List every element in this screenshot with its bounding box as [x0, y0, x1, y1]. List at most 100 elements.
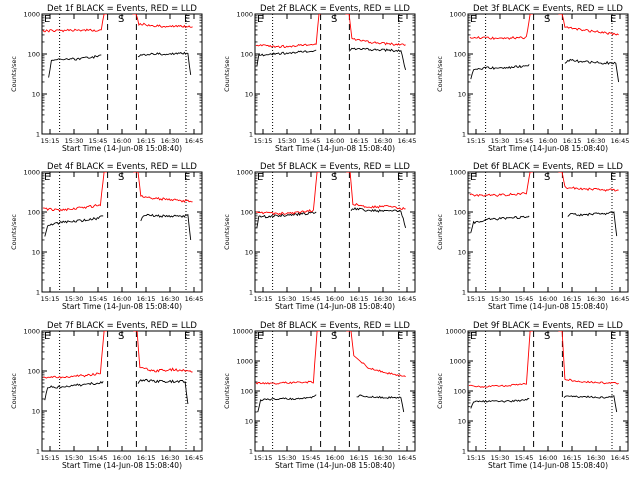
plot-frame	[41, 13, 203, 135]
lld-series-line	[469, 14, 533, 41]
y-tick-label: 1000	[449, 358, 466, 366]
events-series-line	[256, 211, 317, 228]
x-tick-label: 16:45	[398, 454, 417, 462]
lld-series-line	[133, 331, 193, 373]
x-tick-label: 16:15	[350, 295, 369, 303]
x-tick-label: 15:15	[467, 295, 486, 303]
events-series-line	[564, 58, 620, 83]
y-tick-label: 100	[454, 51, 466, 59]
y-tick-label: 1000	[23, 328, 40, 336]
x-tick-label: 15:30	[278, 137, 297, 145]
x-tick-label: 15:30	[491, 454, 510, 462]
x-tick-label: 16:00	[326, 454, 345, 462]
x-tick-label: 15:30	[65, 137, 84, 145]
x-tick-label: 16:45	[398, 295, 417, 303]
events-series-line	[470, 397, 530, 409]
events-series-line	[44, 215, 104, 237]
y-tick-label: 1	[462, 448, 466, 456]
x-tick-label: 16:30	[161, 454, 180, 462]
x-axis-label: Start Time (14-Jun-08 15:08:40)	[62, 461, 182, 470]
y-tick-label: 1	[249, 448, 253, 456]
x-tick-label: 15:15	[467, 137, 486, 145]
y-axis-label: Counts/sec	[436, 214, 444, 250]
y-tick-label: 100	[28, 209, 40, 217]
y-tick-label: 1	[36, 289, 40, 297]
events-series-line	[140, 213, 192, 241]
x-tick-label: 15:15	[467, 454, 486, 462]
x-tick-label: 15:15	[254, 295, 273, 303]
y-tick-label: 10000	[445, 328, 466, 336]
saa-marker: S	[331, 172, 337, 183]
x-tick-label: 16:45	[611, 454, 630, 462]
lld-series-line	[255, 172, 320, 216]
saa-marker: S	[118, 14, 124, 25]
x-tick-label: 16:00	[326, 137, 345, 145]
lld-series-line	[255, 331, 320, 385]
saa-marker: S	[118, 172, 124, 183]
x-tick-label: 16:15	[563, 454, 582, 462]
y-tick-label: 1	[249, 289, 253, 297]
x-tick-label: 15:45	[89, 454, 108, 462]
eclipse-marker-right: E	[184, 14, 190, 25]
panel-det-9: Det 9f BLACK = Events, RED = LLD 1 10 100 10…	[436, 321, 629, 470]
y-tick-label: 10	[32, 249, 40, 257]
x-tick-label: 15:30	[65, 295, 84, 303]
y-tick-label: 100	[241, 209, 253, 217]
x-tick-label: 16:00	[113, 137, 132, 145]
y-axis-label: Counts/sec	[436, 56, 444, 92]
panel-title: Det 6f BLACK = Events, RED = LLD	[473, 162, 623, 172]
y-tick-label: 10	[458, 249, 466, 257]
x-axis-label: Start Time (14-Jun-08 15:08:40)	[62, 302, 182, 311]
x-tick-label: 15:45	[89, 295, 108, 303]
panel-title: Det 9f BLACK = Events, RED = LLD	[473, 321, 623, 331]
panel-title: Det 2f BLACK = Events, RED = LLD	[260, 4, 410, 14]
x-tick-label: 15:45	[302, 295, 321, 303]
x-axis-label: Start Time (14-Jun-08 15:08:40)	[275, 461, 395, 470]
x-tick-label: 16:30	[374, 137, 393, 145]
panel-det-5: Det 5f BLACK = Events, RED = LLD 1 10 100 10…	[223, 162, 416, 311]
events-series-line	[563, 395, 618, 413]
x-tick-label: 16:30	[374, 454, 393, 462]
events-series-line	[348, 47, 407, 71]
panel-title: Det 5f BLACK = Events, RED = LLD	[260, 162, 410, 172]
x-tick-label: 16:30	[587, 295, 606, 303]
x-tick-label: 15:15	[254, 137, 273, 145]
events-series-line	[256, 49, 317, 67]
eclipse-marker-right: E	[610, 331, 616, 342]
x-tick-label: 16:45	[398, 137, 417, 145]
x-tick-label: 16:45	[611, 295, 630, 303]
y-tick-label: 1	[36, 131, 40, 139]
eclipse-marker-left: E	[257, 331, 263, 342]
y-tick-label: 10	[245, 249, 253, 257]
saa-marker: S	[118, 331, 124, 342]
x-tick-label: 16:00	[113, 454, 132, 462]
x-tick-label: 16:15	[350, 454, 369, 462]
y-tick-label: 1	[249, 131, 253, 139]
y-tick-label: 1000	[236, 358, 253, 366]
x-tick-label: 16:15	[137, 295, 156, 303]
y-tick-label: 1000	[23, 169, 40, 177]
eclipse-marker-left: E	[44, 172, 50, 183]
y-tick-label: 1000	[23, 11, 40, 19]
x-tick-label: 16:45	[185, 454, 204, 462]
lld-series-line	[346, 172, 406, 211]
x-tick-label: 16:00	[539, 295, 558, 303]
y-tick-label: 1	[462, 289, 466, 297]
y-axis-label: Counts/sec	[223, 214, 231, 250]
x-tick-label: 15:45	[302, 137, 321, 145]
y-tick-label: 100	[28, 51, 40, 59]
x-tick-label: 16:30	[587, 454, 606, 462]
panel-det-1: Det 1f BLACK = Events, RED = LLD 1 10 100 10…	[10, 4, 203, 153]
x-tick-label: 15:45	[89, 137, 108, 145]
panel-det-3: Det 3f BLACK = Events, RED = LLD 1 10 100 10…	[436, 4, 629, 153]
saa-marker: S	[331, 331, 337, 342]
eclipse-marker-left: E	[470, 331, 476, 342]
lld-series-line	[558, 172, 619, 192]
eclipse-marker-left: E	[257, 172, 263, 183]
y-tick-label: 100	[28, 368, 40, 376]
y-tick-label: 1	[462, 131, 466, 139]
y-tick-label: 100	[454, 388, 466, 396]
eclipse-marker-right: E	[184, 172, 190, 183]
saa-marker: S	[331, 14, 337, 25]
